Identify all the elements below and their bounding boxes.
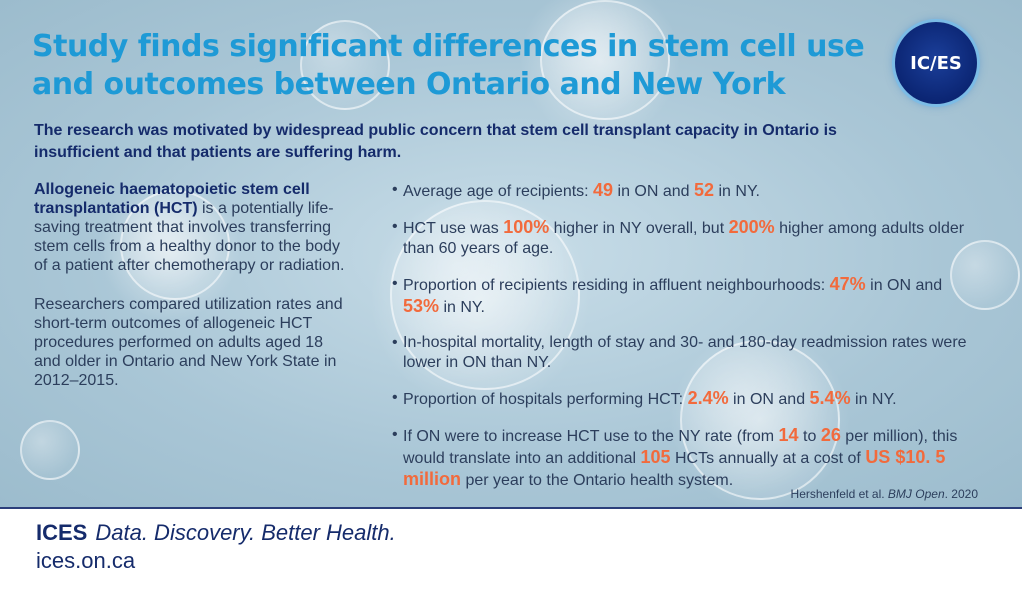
highlight-value: 200% <box>728 217 775 237</box>
cell-bubble-decoration <box>300 20 390 110</box>
cell-bubble-decoration <box>120 190 230 300</box>
finding-affluent-neighbourhoods: Proportion of recipients residing in aff… <box>392 274 982 318</box>
hct-definition: Allogeneic haematopoietic stem cell tran… <box>34 180 354 275</box>
finding-hct-use: HCT use was 100% higher in NY overall, b… <box>392 217 982 259</box>
highlight-value: 26 <box>820 425 841 445</box>
finding-text: higher among adults older than 60 years … <box>403 220 965 257</box>
citation-journal: BMJ Open <box>887 487 945 501</box>
citation-year: . 2020 <box>944 487 978 501</box>
cell-bubble-decoration <box>20 420 80 480</box>
highlight-value: 49 <box>593 180 614 200</box>
footer-tagline: Data. Discovery. Better Health. <box>95 520 396 545</box>
highlight-value: 52 <box>694 180 715 200</box>
finding-text: in ON and <box>613 183 695 200</box>
study-description: Researchers compared utilization rates a… <box>34 296 343 389</box>
footer-website-link[interactable]: ices.on.ca <box>36 548 136 573</box>
logo-text: IC/ES <box>910 52 962 74</box>
citation: Hershenfeld et al. BMJ Open. 2020 <box>791 487 978 501</box>
highlight-value: 53% <box>403 296 440 316</box>
footer-brand-name: ICES <box>36 520 88 545</box>
highlight-value: 100% <box>503 217 550 237</box>
footer-brand: ICES Data. Discovery. Better Health. <box>36 520 396 546</box>
finding-text: in NY. <box>439 299 485 316</box>
subtitle: The research was motivated by widespread… <box>34 122 837 161</box>
page-title: Study finds significant differences in s… <box>32 29 865 102</box>
hct-definition-text: is a potentially life-saving treatment t… <box>34 200 345 274</box>
highlight-value: 5.4% <box>809 388 851 408</box>
ices-logo: IC/ES <box>895 22 977 104</box>
finding-cost-projection: If ON were to increase HCT use to the NY… <box>392 425 982 491</box>
finding-text: If ON were to increase HCT use to the NY… <box>403 428 779 445</box>
intro-column: Allogeneic haematopoietic stem cell tran… <box>34 180 354 410</box>
finding-text: per million), this would translate into … <box>403 428 958 467</box>
citation-authors: Hershenfeld et al. <box>790 487 888 501</box>
finding-text: In-hospital mortality, length of stay an… <box>403 334 967 371</box>
finding-text: to <box>798 428 821 445</box>
finding-text: Proportion of recipients residing in aff… <box>403 277 830 294</box>
infographic-panel: Study finds significant differences in s… <box>0 0 1022 508</box>
finding-text: higher in NY overall, but <box>549 220 729 237</box>
highlight-value: US $10. 5 million <box>403 447 946 489</box>
finding-text: HCTs annually at a cost of <box>670 450 866 467</box>
cell-bubble-decoration <box>540 0 670 120</box>
finding-hospitals: Proportion of hospitals performing HCT: … <box>392 388 982 410</box>
finding-text: in ON and <box>865 277 943 294</box>
finding-text: Average age of recipients: <box>403 183 594 200</box>
finding-text: in ON and <box>728 391 810 408</box>
findings-list: Average age of recipients: 49 in ON and … <box>392 180 982 506</box>
finding-outcomes: In-hospital mortality, length of stay an… <box>392 333 982 373</box>
highlight-value: 2.4% <box>687 388 729 408</box>
highlight-value: 14 <box>778 425 799 445</box>
finding-text: in NY. <box>850 391 897 408</box>
highlight-value: 47% <box>829 274 866 294</box>
footer-divider <box>0 507 1022 509</box>
finding-text: per year to the Ontario health system. <box>461 472 734 489</box>
hct-term: Allogeneic haematopoietic stem cell tran… <box>34 181 310 217</box>
highlight-value: 105 <box>640 447 671 467</box>
finding-text: Proportion of hospitals performing HCT: <box>403 391 688 408</box>
finding-text: HCT use was <box>403 220 504 237</box>
finding-text: in NY. <box>714 183 760 200</box>
finding-average-age: Average age of recipients: 49 in ON and … <box>392 180 982 202</box>
